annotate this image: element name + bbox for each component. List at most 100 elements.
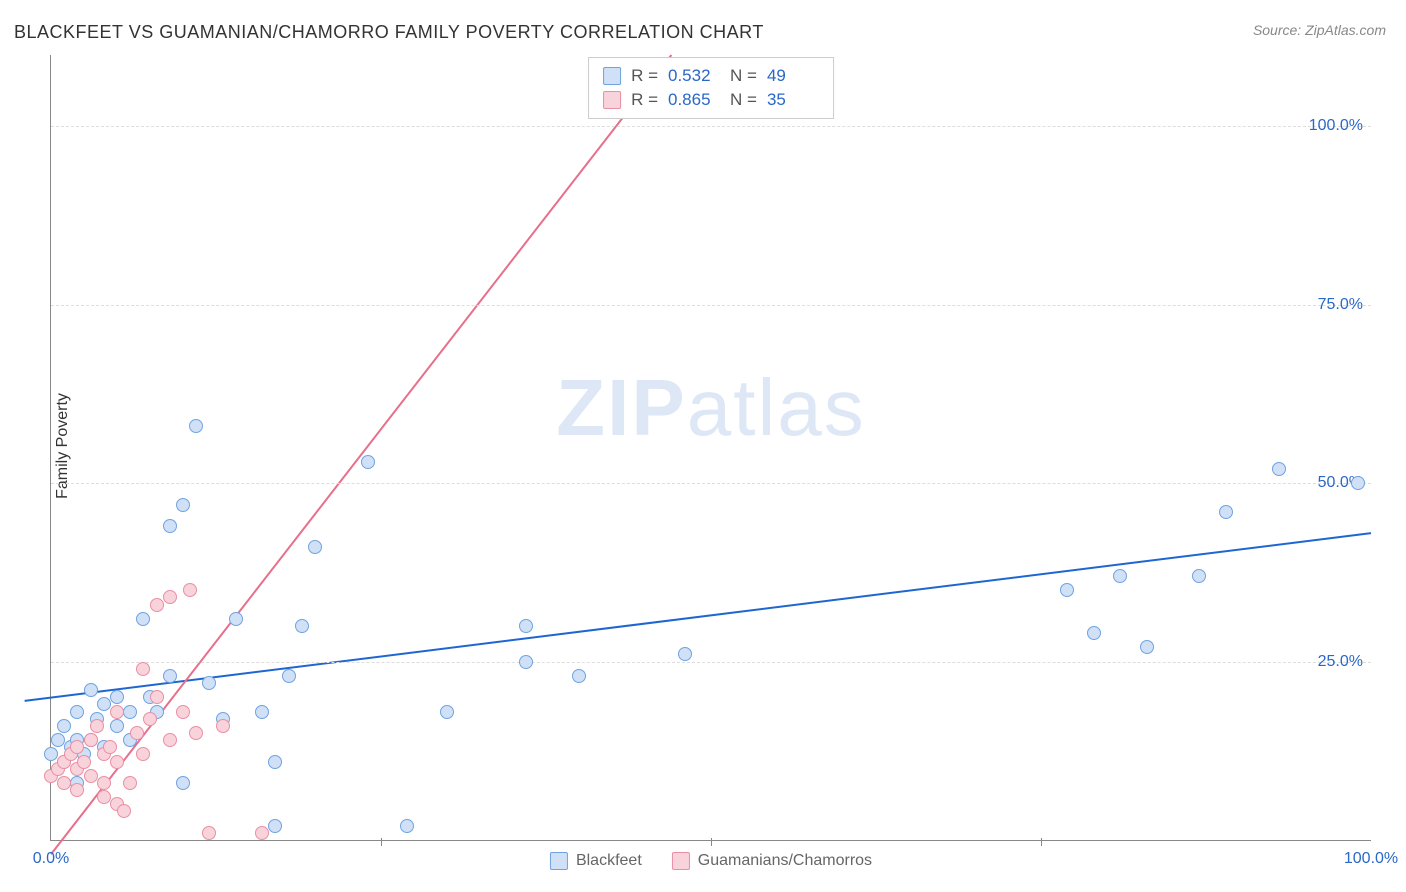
data-point bbox=[110, 690, 124, 704]
data-point bbox=[572, 669, 586, 683]
source-attribution: Source: ZipAtlas.com bbox=[1253, 22, 1386, 38]
data-point bbox=[255, 705, 269, 719]
data-point bbox=[150, 598, 164, 612]
gridline-horizontal bbox=[51, 662, 1371, 663]
stats-row-blackfeet: R = 0.532 N = 49 bbox=[603, 64, 819, 88]
chart-title: BLACKFEET VS GUAMANIAN/CHAMORRO FAMILY P… bbox=[14, 22, 764, 43]
data-point bbox=[163, 519, 177, 533]
stats-row-guamanian: R = 0.865 N = 35 bbox=[603, 88, 819, 112]
bottom-legend: Blackfeet Guamanians/Chamorros bbox=[550, 852, 872, 870]
swatch-icon bbox=[603, 91, 621, 109]
data-point bbox=[176, 776, 190, 790]
data-point bbox=[84, 733, 98, 747]
data-point bbox=[1060, 583, 1074, 597]
legend-item-guamanian: Guamanians/Chamorros bbox=[672, 852, 872, 870]
data-point bbox=[268, 755, 282, 769]
chart-container: BLACKFEET VS GUAMANIAN/CHAMORRO FAMILY P… bbox=[0, 0, 1406, 892]
swatch-icon bbox=[603, 67, 621, 85]
data-point bbox=[163, 669, 177, 683]
data-point bbox=[295, 619, 309, 633]
data-point bbox=[110, 755, 124, 769]
data-point bbox=[183, 583, 197, 597]
data-point bbox=[70, 740, 84, 754]
data-point bbox=[97, 776, 111, 790]
data-point bbox=[110, 719, 124, 733]
data-point bbox=[1272, 462, 1286, 476]
n-value-blackfeet: 49 bbox=[767, 66, 819, 86]
watermark-light: atlas bbox=[687, 363, 866, 452]
data-point bbox=[229, 612, 243, 626]
x-tick-minor bbox=[1041, 838, 1042, 846]
data-point bbox=[268, 819, 282, 833]
x-tick-minor bbox=[711, 838, 712, 846]
data-point bbox=[51, 733, 65, 747]
data-point bbox=[97, 697, 111, 711]
data-point bbox=[77, 755, 91, 769]
data-point bbox=[255, 826, 269, 840]
gridline-horizontal bbox=[51, 305, 1371, 306]
data-point bbox=[44, 747, 58, 761]
n-label: N = bbox=[730, 90, 757, 110]
swatch-icon bbox=[550, 852, 568, 870]
data-point bbox=[163, 590, 177, 604]
data-point bbox=[400, 819, 414, 833]
data-point bbox=[70, 783, 84, 797]
data-point bbox=[57, 776, 71, 790]
data-point bbox=[130, 726, 144, 740]
data-point bbox=[84, 769, 98, 783]
legend-label-blackfeet: Blackfeet bbox=[576, 852, 642, 870]
n-value-guamanian: 35 bbox=[767, 90, 819, 110]
data-point bbox=[103, 740, 117, 754]
swatch-icon bbox=[672, 852, 690, 870]
data-point bbox=[1351, 476, 1365, 490]
data-point bbox=[189, 726, 203, 740]
data-point bbox=[163, 733, 177, 747]
data-point bbox=[90, 719, 104, 733]
trend-lines-layer bbox=[51, 55, 1371, 840]
data-point bbox=[57, 719, 71, 733]
r-value-guamanian: 0.865 bbox=[668, 90, 720, 110]
r-label: R = bbox=[631, 90, 658, 110]
r-label: R = bbox=[631, 66, 658, 86]
data-point bbox=[136, 662, 150, 676]
data-point bbox=[136, 747, 150, 761]
data-point bbox=[176, 705, 190, 719]
data-point bbox=[150, 690, 164, 704]
y-tick-label: 75.0% bbox=[1318, 296, 1363, 314]
data-point bbox=[110, 705, 124, 719]
data-point bbox=[440, 705, 454, 719]
legend-item-blackfeet: Blackfeet bbox=[550, 852, 642, 870]
data-point bbox=[216, 719, 230, 733]
data-point bbox=[70, 705, 84, 719]
data-point bbox=[1219, 505, 1233, 519]
data-point bbox=[519, 655, 533, 669]
stats-legend-box: R = 0.532 N = 49 R = 0.865 N = 35 bbox=[588, 57, 834, 119]
x-tick-label-max: 100.0% bbox=[1344, 850, 1398, 868]
data-point bbox=[308, 540, 322, 554]
data-point bbox=[1113, 569, 1127, 583]
data-point bbox=[189, 419, 203, 433]
watermark: ZIPatlas bbox=[556, 362, 865, 454]
gridline-horizontal bbox=[51, 483, 1371, 484]
data-point bbox=[678, 647, 692, 661]
data-point bbox=[1087, 626, 1101, 640]
data-point bbox=[97, 790, 111, 804]
x-tick-minor bbox=[381, 838, 382, 846]
legend-label-guamanian: Guamanians/Chamorros bbox=[698, 852, 872, 870]
y-tick-label: 25.0% bbox=[1318, 653, 1363, 671]
watermark-bold: ZIP bbox=[556, 363, 686, 452]
trend-line bbox=[25, 533, 1371, 701]
plot-area: ZIPatlas R = 0.532 N = 49 R = 0.865 N = … bbox=[50, 55, 1371, 841]
trend-line bbox=[51, 55, 671, 854]
y-tick-label: 100.0% bbox=[1309, 117, 1363, 135]
data-point bbox=[176, 498, 190, 512]
data-point bbox=[117, 804, 131, 818]
data-point bbox=[282, 669, 296, 683]
data-point bbox=[202, 826, 216, 840]
gridline-horizontal bbox=[51, 126, 1371, 127]
n-label: N = bbox=[730, 66, 757, 86]
data-point bbox=[1140, 640, 1154, 654]
data-point bbox=[136, 612, 150, 626]
data-point bbox=[519, 619, 533, 633]
data-point bbox=[202, 676, 216, 690]
